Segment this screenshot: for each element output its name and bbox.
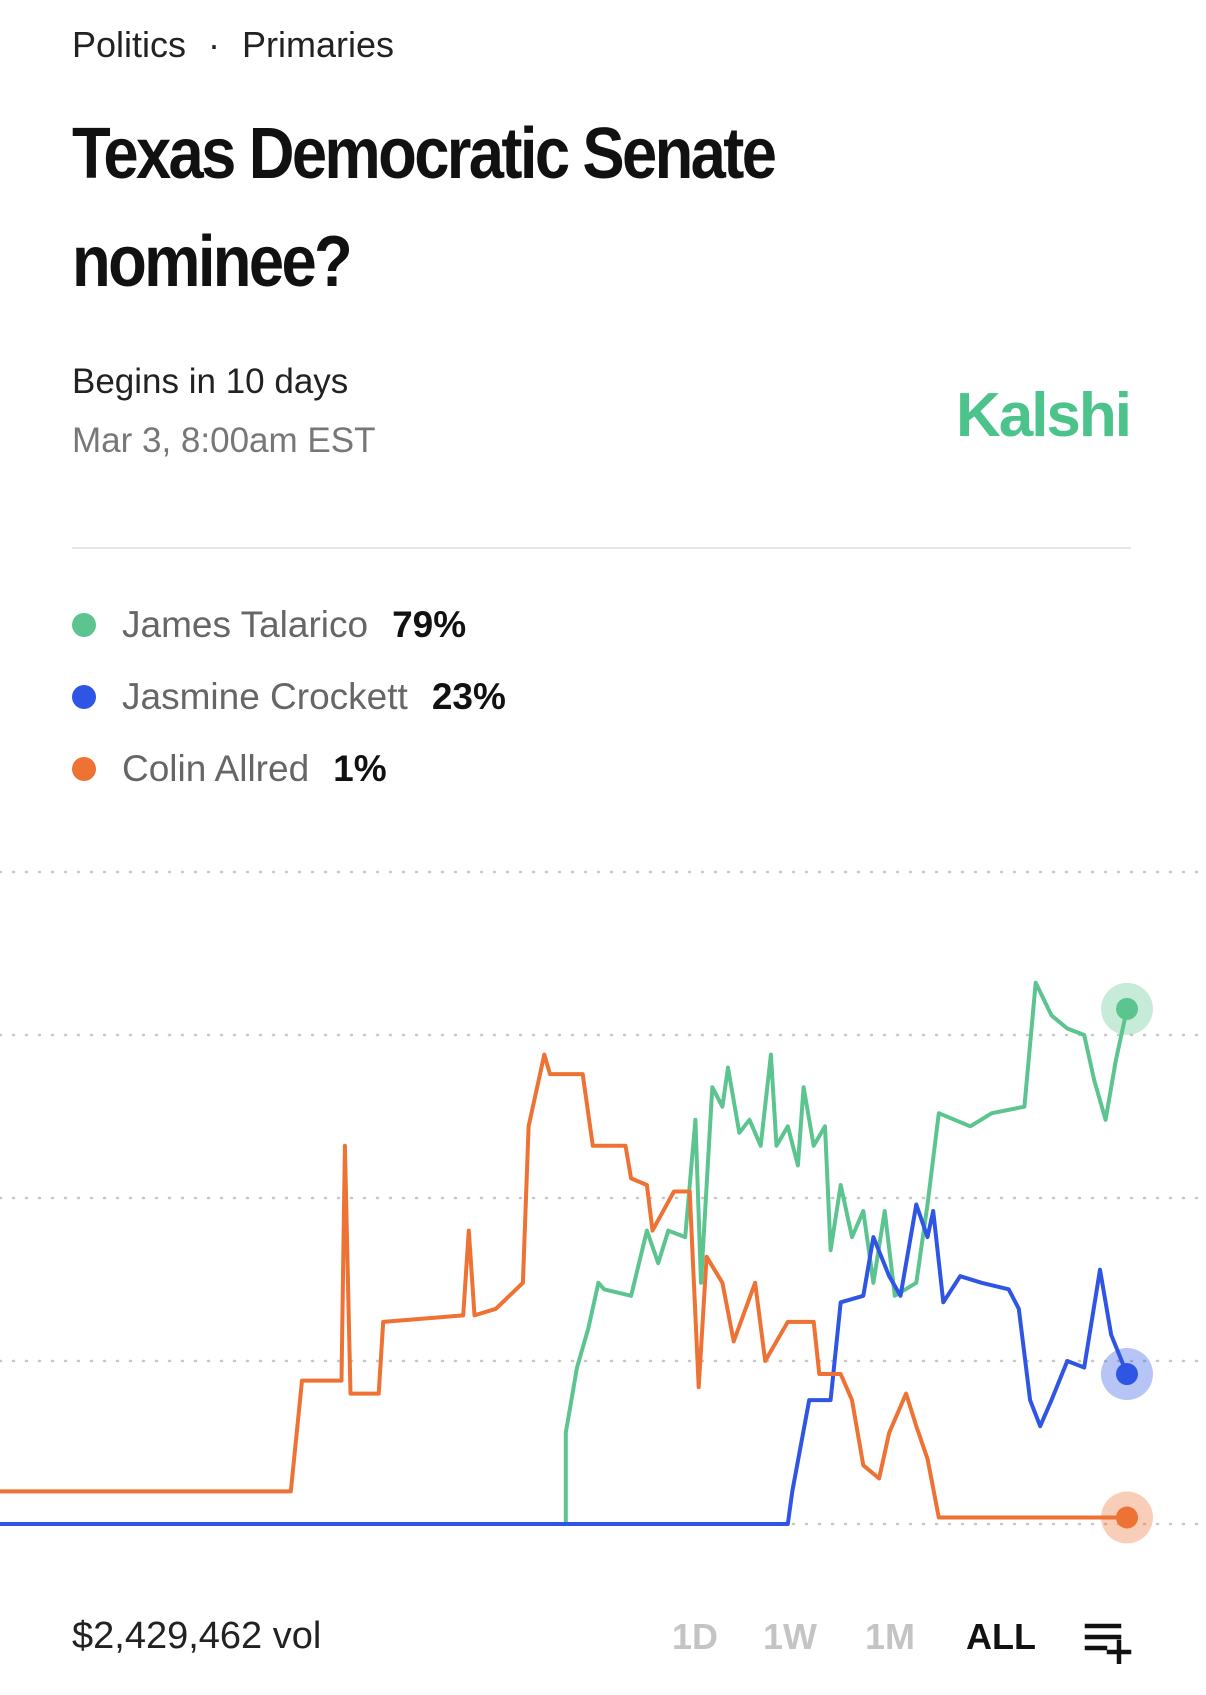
range-button[interactable]: 1W	[763, 1616, 817, 1657]
legend-value: 79%	[392, 604, 467, 645]
range-button[interactable]: ALL	[966, 1616, 1036, 1657]
breadcrumb: Politics · Primaries	[72, 24, 394, 66]
series-line	[0, 980, 1129, 1526]
end-point	[1116, 997, 1138, 1020]
legend-item: Jasmine Crockett 23%	[72, 676, 506, 718]
volume: $2,429,462 vol	[72, 1615, 322, 1657]
legend-item: Colin Allred 1%	[72, 748, 387, 790]
status: Begins in 10 days	[72, 362, 349, 401]
legend-item: James Talarico 79%	[72, 604, 466, 646]
add-icon[interactable]	[1083, 1620, 1133, 1664]
legend-swatch	[72, 685, 96, 709]
legend-value: 1%	[333, 748, 387, 789]
title: Texas Democratic Senate nominee?	[72, 114, 777, 302]
legend-swatch	[72, 613, 96, 637]
breadcrumb-item[interactable]: Primaries	[242, 24, 395, 65]
brand[interactable]: Kalshi	[955, 381, 1132, 450]
legend-value: 23%	[431, 676, 506, 717]
range-button[interactable]: 1D	[672, 1616, 719, 1657]
divider	[72, 547, 1131, 549]
legend-label: Jasmine Crockett	[122, 676, 408, 717]
breadcrumb-item[interactable]: Politics	[72, 24, 187, 65]
end-point	[1116, 1506, 1138, 1529]
legend-swatch	[72, 757, 96, 781]
chart	[0, 870, 1206, 1544]
range-button[interactable]: 1M	[865, 1616, 916, 1657]
separator: ·	[208, 24, 221, 65]
end-point	[1116, 1363, 1138, 1386]
date: Mar 3, 8:00am EST	[72, 421, 376, 460]
series-line	[0, 1052, 1127, 1520]
series-line	[0, 1202, 1129, 1526]
legend-label: James Talarico	[122, 604, 369, 645]
legend-label: Colin Allred	[122, 748, 310, 789]
